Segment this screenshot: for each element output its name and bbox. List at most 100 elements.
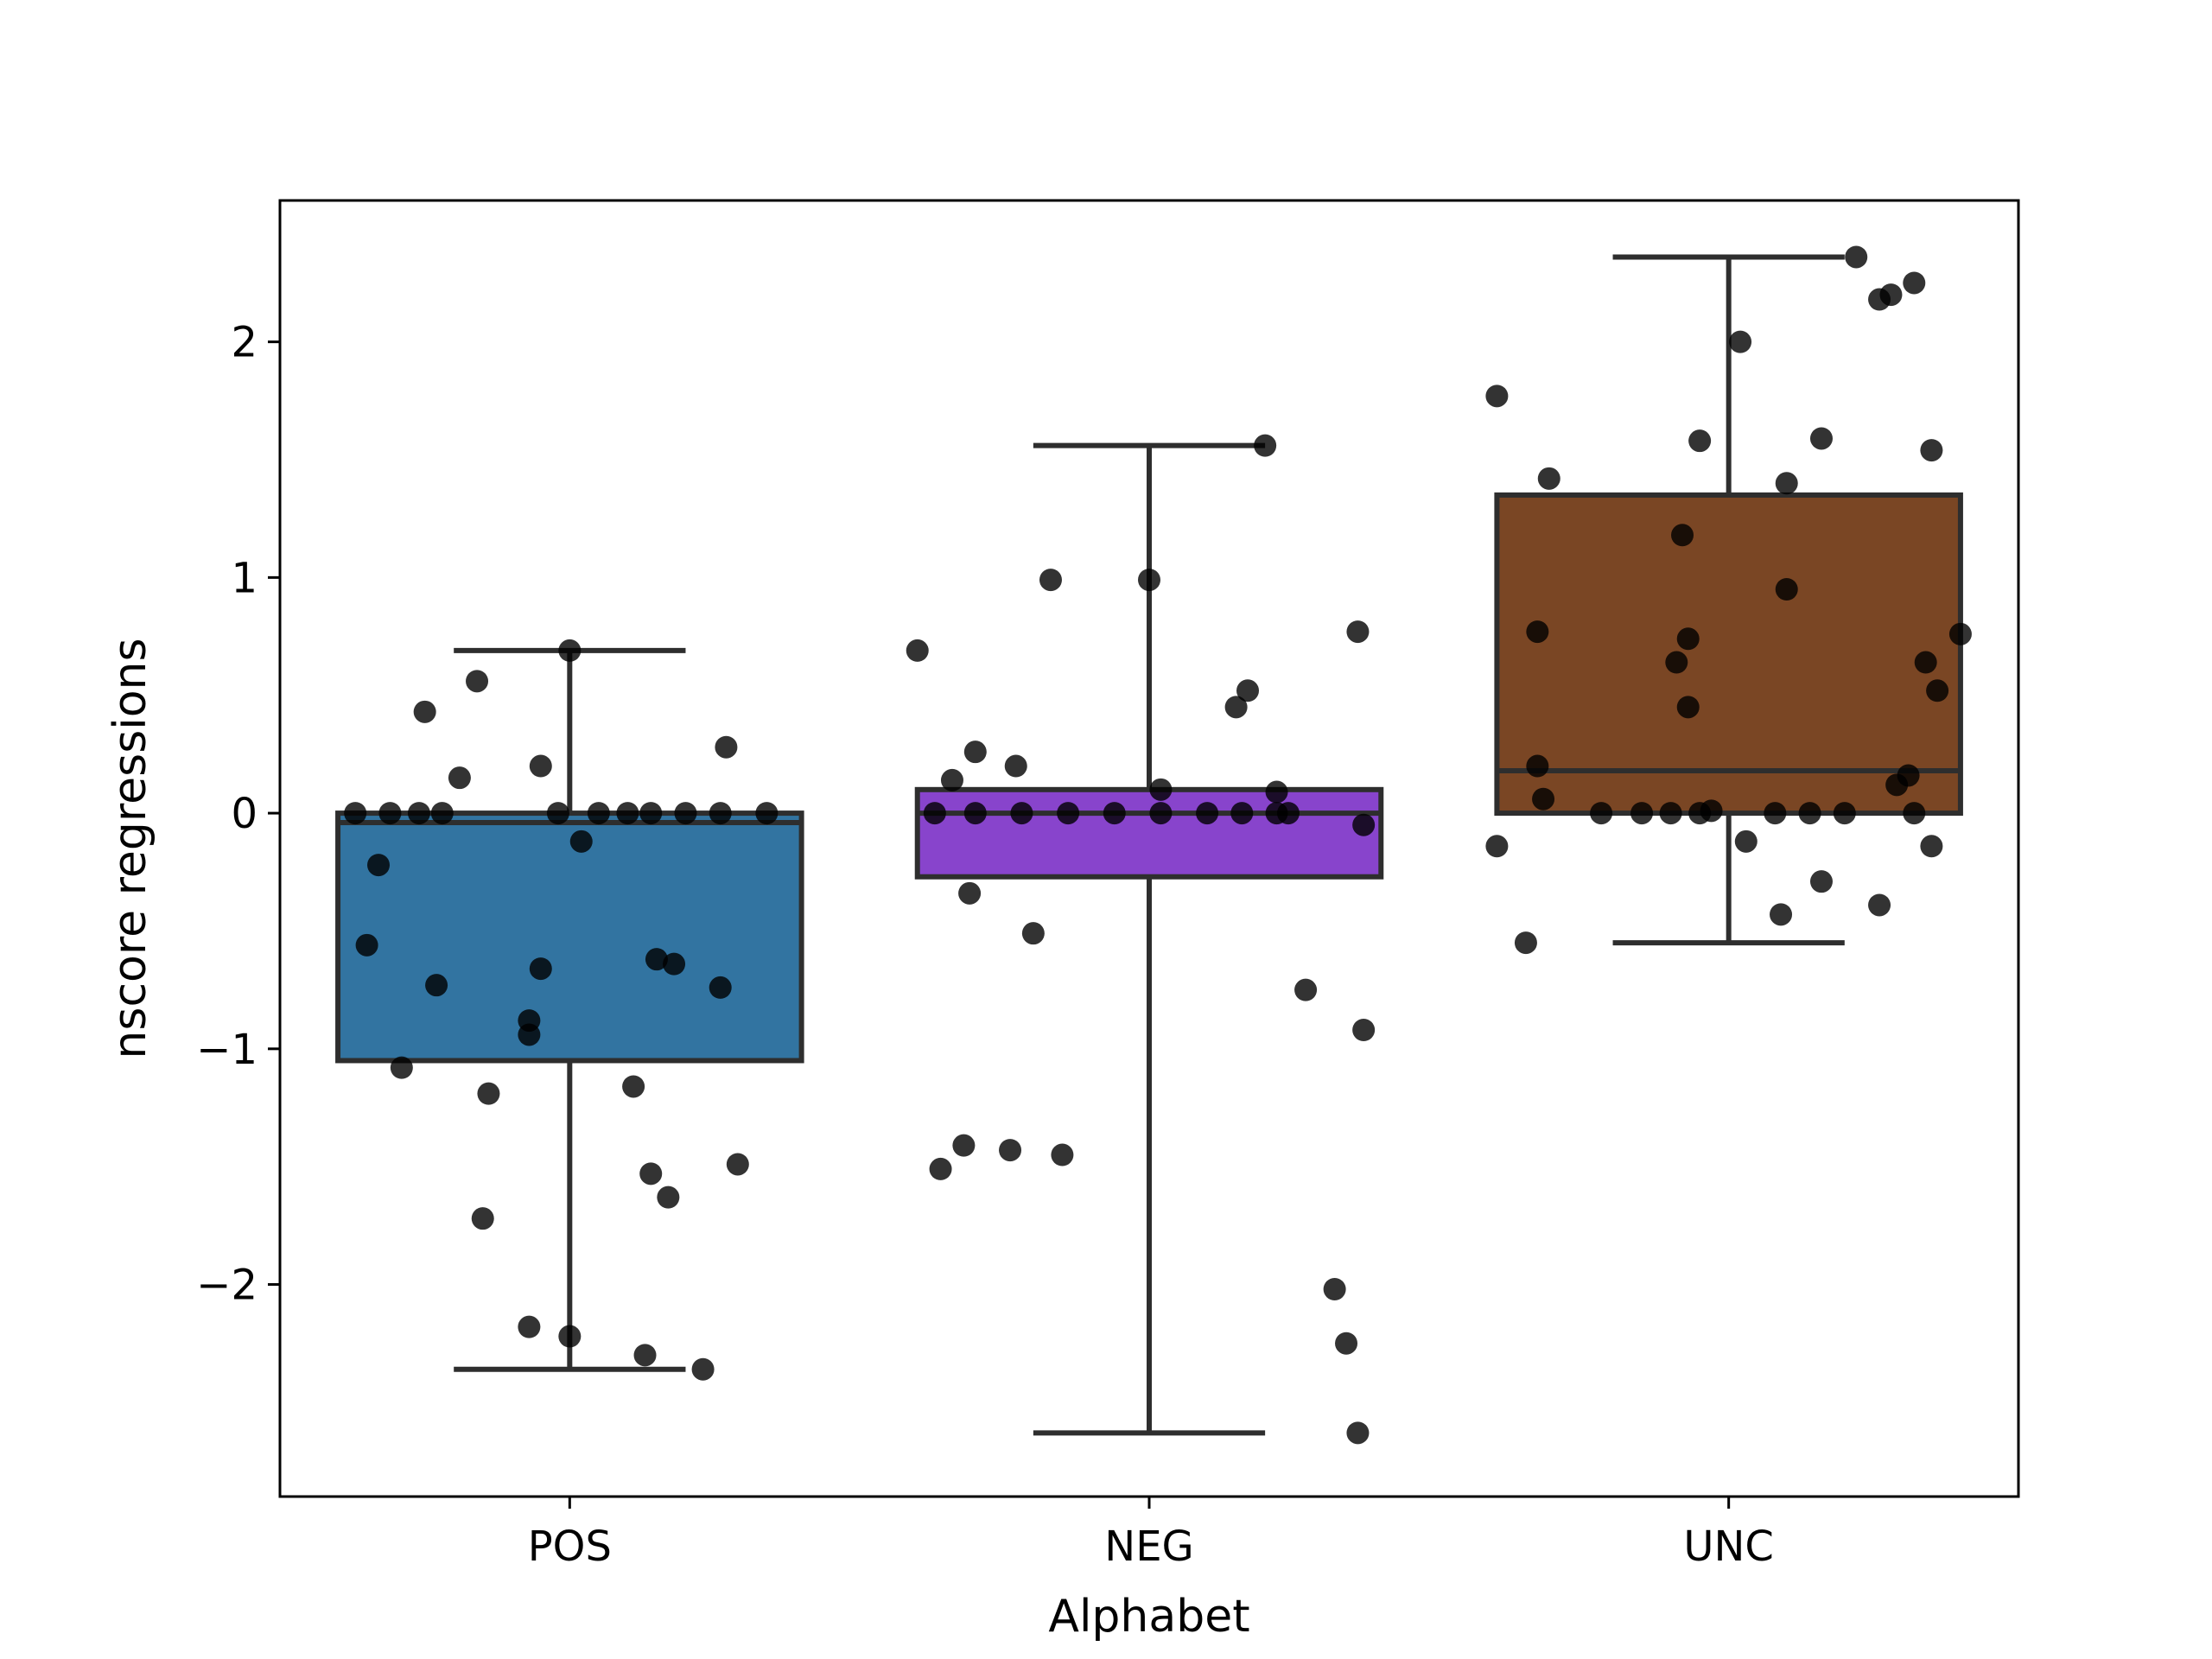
- data-point: [1230, 802, 1254, 825]
- data-point: [1914, 651, 1937, 674]
- data-point: [1346, 620, 1370, 644]
- data-point: [952, 1134, 976, 1157]
- data-point: [1809, 427, 1833, 450]
- data-point: [1734, 830, 1758, 853]
- x-tick-label: UNC: [1683, 1522, 1774, 1571]
- data-point: [633, 1344, 657, 1367]
- data-point: [477, 1082, 500, 1105]
- box-unc: [1494, 254, 1963, 946]
- data-point: [587, 802, 610, 825]
- data-point: [715, 735, 738, 759]
- data-point: [558, 1325, 582, 1348]
- data-point: [1051, 1143, 1074, 1166]
- data-point: [413, 700, 436, 723]
- data-point: [1236, 679, 1260, 702]
- data-point: [466, 670, 489, 693]
- data-point: [1352, 813, 1376, 836]
- data-point: [657, 1185, 680, 1209]
- data-point: [1526, 620, 1549, 644]
- data-point: [674, 802, 697, 825]
- data-point: [1010, 802, 1033, 825]
- y-tick-label: −1: [196, 1026, 257, 1074]
- data-point: [1659, 802, 1682, 825]
- data-point: [1039, 569, 1062, 592]
- data-point: [1676, 627, 1700, 651]
- data-point: [616, 802, 639, 825]
- data-point: [1346, 1421, 1370, 1445]
- data-point: [622, 1075, 645, 1098]
- data-point: [471, 1207, 494, 1230]
- data-point: [1885, 773, 1909, 797]
- data-point: [958, 881, 982, 905]
- data-point: [726, 1153, 749, 1176]
- plot-area: [335, 245, 1972, 1445]
- box-neg: [914, 442, 1384, 1436]
- data-point: [1845, 245, 1868, 269]
- data-point: [755, 802, 779, 825]
- data-point: [355, 933, 378, 957]
- box-body: [1494, 492, 1963, 817]
- data-point: [1485, 835, 1509, 858]
- data-point: [639, 1162, 663, 1185]
- data-point: [1868, 893, 1891, 917]
- data-point: [1276, 802, 1300, 825]
- data-point: [1833, 802, 1856, 825]
- data-point: [1671, 524, 1694, 547]
- data-point: [1676, 696, 1700, 719]
- data-point: [1948, 622, 1972, 645]
- data-point: [1335, 1332, 1358, 1355]
- data-point: [999, 1139, 1022, 1162]
- points-pos: [344, 639, 779, 1381]
- data-point: [963, 741, 987, 764]
- data-point: [1103, 802, 1126, 825]
- data-point: [1265, 780, 1288, 804]
- y-axis: −2 −1 0 1 2: [196, 319, 280, 1310]
- data-point: [663, 952, 686, 976]
- data-point: [1149, 778, 1173, 801]
- data-point: [1224, 696, 1248, 719]
- data-point: [1138, 569, 1160, 592]
- y-tick-label: 2: [231, 319, 257, 367]
- x-axis: POS NEG UNC: [528, 1497, 1774, 1571]
- data-point: [529, 957, 552, 981]
- data-point: [940, 768, 963, 791]
- data-point: [923, 802, 946, 825]
- data-point: [1868, 288, 1891, 311]
- data-point: [1352, 1019, 1376, 1041]
- data-point: [1196, 802, 1219, 825]
- points-unc: [1485, 245, 1972, 955]
- y-tick-label: 1: [231, 554, 257, 602]
- data-point: [1729, 330, 1752, 353]
- y-tick-label: 0: [231, 790, 257, 838]
- data-point: [1485, 385, 1509, 408]
- data-point: [963, 802, 987, 825]
- data-point: [425, 974, 448, 997]
- box-pos: [335, 647, 804, 1372]
- data-point: [1526, 754, 1549, 778]
- data-point: [529, 754, 552, 778]
- data-point: [1775, 472, 1798, 495]
- data-point: [448, 766, 471, 790]
- data-point: [1798, 802, 1821, 825]
- data-point: [1254, 434, 1277, 457]
- data-point: [1764, 802, 1787, 825]
- data-point: [390, 1056, 413, 1079]
- data-point: [1021, 922, 1045, 945]
- data-point: [1514, 931, 1537, 955]
- data-point: [709, 802, 732, 825]
- points-neg: [906, 434, 1376, 1445]
- data-point: [407, 802, 430, 825]
- data-point: [344, 802, 367, 825]
- data-point: [1057, 802, 1080, 825]
- data-point: [1665, 651, 1688, 674]
- data-point: [1809, 870, 1833, 893]
- data-point: [1590, 802, 1613, 825]
- data-point: [1770, 903, 1793, 926]
- box-body: [914, 786, 1384, 880]
- data-point: [569, 830, 593, 853]
- data-point: [1775, 578, 1798, 601]
- data-point: [1537, 467, 1560, 490]
- data-point: [906, 639, 929, 662]
- data-point: [518, 1023, 541, 1046]
